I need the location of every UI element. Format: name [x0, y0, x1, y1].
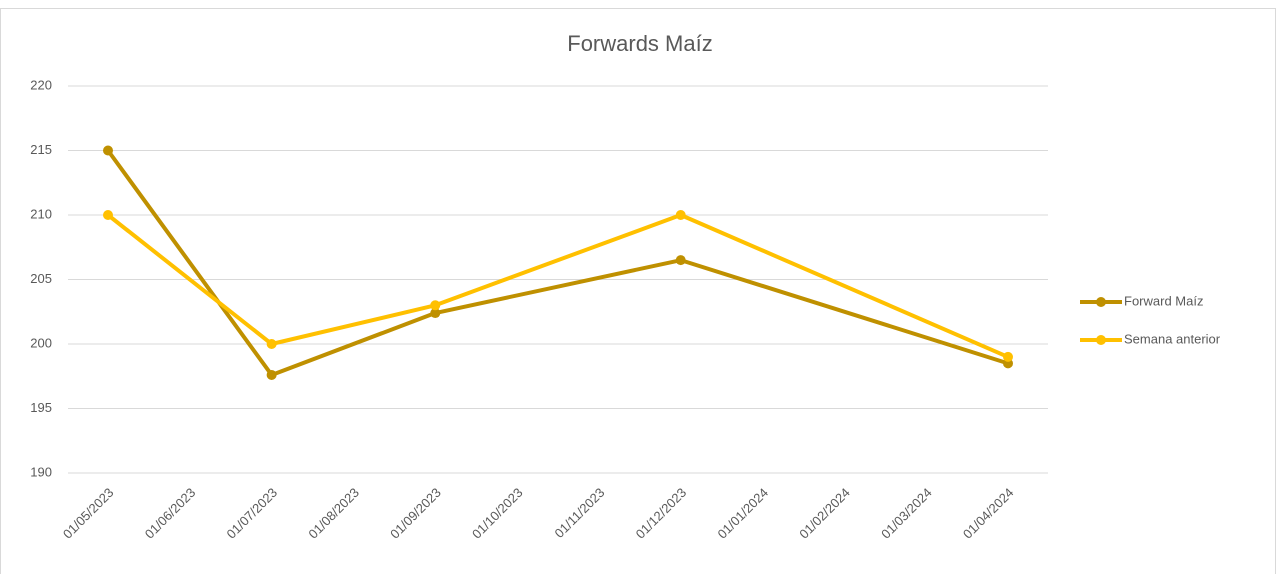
x-tick-label: 01/07/2023 [224, 485, 281, 542]
chart-title: Forwards Maíz [567, 31, 712, 56]
y-tick-label: 205 [30, 271, 52, 286]
series-line [106, 149, 1009, 377]
data-point [103, 210, 113, 220]
y-tick-label: 210 [30, 206, 52, 221]
y-tick-label: 190 [30, 464, 52, 479]
y-tick-label: 220 [30, 77, 52, 92]
y-tick-label: 215 [30, 142, 52, 157]
x-tick-label: 01/01/2024 [714, 485, 771, 542]
x-tick-label: 01/03/2024 [878, 485, 935, 542]
data-point [675, 255, 686, 266]
legend-marker [1096, 297, 1106, 307]
data-point [430, 300, 441, 311]
data-point [430, 308, 441, 319]
x-tick-label: 01/12/2023 [633, 485, 690, 542]
x-tick-label: 01/11/2023 [552, 485, 608, 541]
x-tick-label: 01/06/2023 [142, 485, 199, 542]
legend-label: Forward Maíz [1124, 293, 1203, 308]
data-point [266, 369, 277, 380]
legend-label: Semana anterior [1124, 331, 1221, 346]
x-tick-label: 01/10/2023 [469, 485, 526, 542]
x-tick-label: 01/08/2023 [305, 485, 362, 542]
y-tick-label: 200 [30, 335, 52, 350]
legend-marker [1096, 335, 1106, 345]
y-tick-label: 195 [30, 400, 52, 415]
data-point [675, 210, 686, 220]
data-point [1003, 351, 1013, 362]
x-tick-label: 01/02/2024 [796, 485, 853, 542]
x-tick-label: 01/04/2024 [960, 485, 1017, 542]
x-tick-label: 01/09/2023 [387, 485, 444, 542]
data-point [103, 145, 113, 156]
x-tick-label: 01/05/2023 [60, 485, 117, 542]
data-point [266, 339, 277, 349]
